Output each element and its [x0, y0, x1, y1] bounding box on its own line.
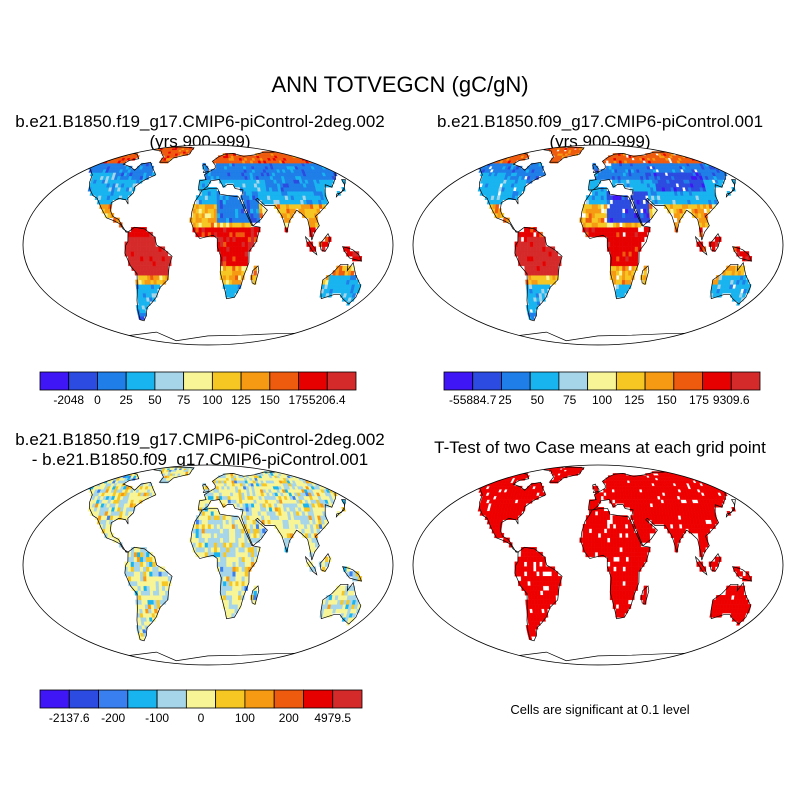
colorbar-swatch	[273, 689, 304, 709]
colorbar-swatch	[244, 689, 275, 709]
colorbar-tick-label: 125	[231, 393, 251, 407]
colorbar-tick-label: 150	[260, 393, 280, 407]
colorbar-swatch	[39, 371, 70, 391]
colorbar-tick-label: 25	[120, 393, 134, 407]
colorbar-swatch	[68, 371, 98, 391]
colorbar-tick-label: 150	[657, 393, 677, 407]
colorbar-swatch	[702, 371, 732, 391]
colorbar-tick-label: 9309.6	[713, 393, 750, 407]
colorbar-swatch	[501, 371, 531, 391]
colorbar-swatch	[529, 371, 560, 391]
colorbar-tick-label: -200	[101, 711, 125, 725]
colorbar-tick-label: 0	[94, 393, 101, 407]
panel-diff-title-line2: - b.e21.B1850.f09_g17.CMIP6-piControl.00…	[31, 450, 369, 469]
map-case2	[412, 144, 784, 346]
colorbar-diff: -2137.6 -200 -100 0 100 200 4979.5	[39, 689, 363, 725]
figure-title: ANN TOTVEGCN (gC/gN)	[271, 72, 529, 97]
colorbar-case1: -2048 0 25 50 75 100 125 150 175 5206.4	[39, 371, 357, 407]
colorbar-swatch	[730, 371, 761, 391]
colorbar-tick-label: 100	[202, 393, 222, 407]
colorbar-tick-label: 125	[624, 393, 644, 407]
panel-diff-title-line1: b.e21.B1850.f19_g17.CMIP6-piControl-2deg…	[15, 430, 385, 449]
colorbar-tick-label: -55884.7	[449, 393, 497, 407]
colorbar-swatch	[211, 371, 242, 391]
colorbar-swatch	[269, 371, 299, 391]
colorbar-swatch	[644, 371, 675, 391]
colorbar-swatch	[98, 689, 129, 709]
colorbar-swatch	[240, 371, 271, 391]
panel-case2-title-line1: b.e21.B1850.f09_g17.CMIP6-piControl.001	[436, 112, 764, 131]
colorbar-swatch	[443, 371, 474, 391]
colorbar-tick-label: -100	[145, 711, 169, 725]
map-ttest	[412, 464, 784, 666]
colorbar-swatch	[587, 371, 617, 391]
colorbar-tick-label: 0	[198, 711, 205, 725]
panel-ttest-title: T-Test of two Case means at each grid po…	[400, 438, 800, 458]
colorbar-swatch	[154, 371, 185, 391]
colorbar-tick-label: 25	[498, 393, 512, 407]
colorbar-swatch	[215, 689, 246, 709]
colorbar-tick-label: -2137.6	[49, 711, 90, 725]
colorbar-tick-label: 50	[531, 393, 545, 407]
panel-case1-title-line1: b.e21.B1850.f19_g17.CMIP6-piControl-2deg…	[15, 112, 385, 131]
map-case1	[22, 144, 394, 346]
colorbar-swatch	[303, 689, 334, 709]
colorbar-swatch	[68, 689, 99, 709]
colorbar-tick-label: 4979.5	[314, 711, 351, 725]
colorbar-tick-label: 175	[689, 393, 709, 407]
colorbar-swatch	[156, 689, 187, 709]
colorbar-tick-label: 200	[279, 711, 299, 725]
colorbar-swatch	[183, 371, 213, 391]
colorbar-tick-label: 100	[235, 711, 255, 725]
colorbar-tick-label: 175	[289, 393, 309, 407]
map-diff	[22, 464, 394, 666]
colorbar-tick-label: 50	[148, 393, 162, 407]
colorbar-swatch	[125, 371, 156, 391]
colorbar-swatch	[673, 371, 703, 391]
colorbar-tick-label: 75	[177, 393, 191, 407]
colorbar-swatch	[127, 689, 158, 709]
significance-note: Cells are significant at 0.1 level	[510, 702, 690, 717]
colorbar-case2: -55884.7 25 50 75 100 125 150 175 9309.6	[443, 371, 761, 407]
colorbar-swatch	[332, 689, 363, 709]
colorbar-swatch	[39, 689, 70, 709]
colorbar-tick-label: 75	[563, 393, 577, 407]
colorbar-swatch	[558, 371, 589, 391]
colorbar-swatch	[185, 689, 217, 709]
colorbar-tick-label: 100	[592, 393, 612, 407]
panel-ttest-title-line1: T-Test of two Case means at each grid po…	[434, 438, 766, 457]
colorbar-swatch	[472, 371, 502, 391]
colorbar-swatch	[298, 371, 328, 391]
colorbar-tick-label: -2048	[53, 393, 84, 407]
colorbar-tick-label: 5206.4	[309, 393, 346, 407]
colorbar-swatch	[97, 371, 127, 391]
colorbar-swatch	[615, 371, 646, 391]
panel-diff-title: b.e21.B1850.f19_g17.CMIP6-piControl-2deg…	[0, 430, 400, 470]
colorbar-swatch	[326, 371, 357, 391]
